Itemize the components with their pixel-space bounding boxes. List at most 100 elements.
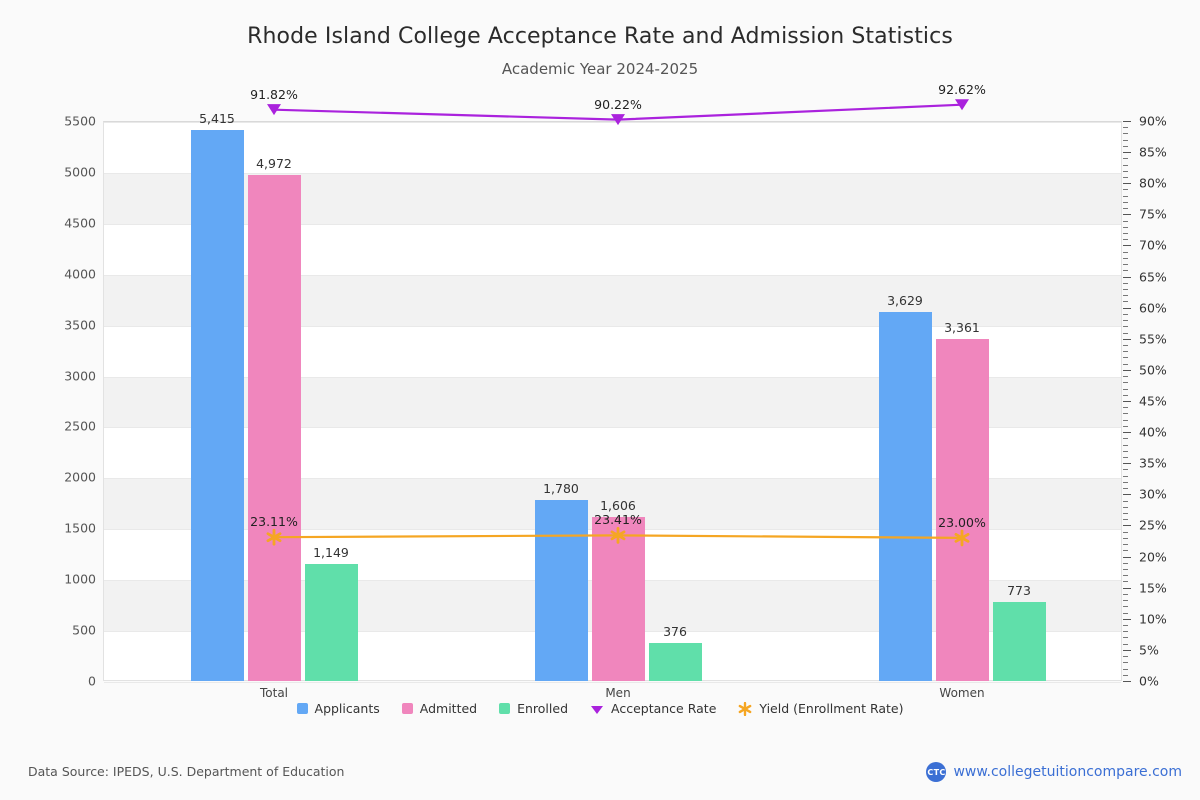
chart-subtitle: Academic Year 2024-2025 (501, 60, 699, 78)
y-axis-major-tick-mark (1123, 307, 1131, 309)
y-axis-minor-tick-mark (1123, 295, 1128, 297)
bar-admitted-men[interactable] (591, 517, 645, 681)
marker-triangle-down-icon[interactable] (267, 104, 281, 116)
y-axis-minor-tick-mark (1123, 201, 1128, 203)
y-axis-minor-tick-mark (1123, 195, 1128, 197)
y-axis-tick-left: 1000 (64, 571, 96, 587)
y-axis-minor-tick-mark (1123, 239, 1128, 241)
y-axis-major-tick-mark (1123, 401, 1131, 402)
bar-enrolled-men[interactable] (648, 642, 702, 681)
bar-value-label: 1,606 (600, 498, 636, 514)
y-axis-tick-right: 50% (1139, 362, 1167, 378)
y-axis-tick-left: 4000 (64, 266, 96, 282)
y-axis-minor-tick-mark (1123, 332, 1128, 334)
gridline (104, 223, 1121, 225)
y-axis-major-tick-mark (1123, 369, 1131, 371)
y-axis-tick-left: 2000 (64, 469, 96, 485)
bar-value-label: 5,415 (199, 110, 235, 126)
y-axis-minor-tick-mark (1123, 425, 1128, 427)
point-value-label: 91.82% (250, 86, 298, 102)
legend-triangle-down-icon (591, 705, 603, 714)
bar-enrolled-total[interactable] (304, 564, 358, 681)
y-axis-minor-tick-mark (1123, 606, 1128, 608)
data-source-note: Data Source: IPEDS, U.S. Department of E… (28, 764, 345, 779)
gridline (104, 172, 1121, 174)
y-axis-major-tick-mark (1123, 556, 1131, 558)
y-axis-minor-tick-mark (1123, 220, 1128, 222)
legend-item-label: Yield (Enrollment Rate) (759, 701, 904, 716)
gridline (104, 274, 1121, 276)
y-axis-tick-right: 20% (1139, 549, 1167, 565)
y-axis-minor-tick-mark (1123, 550, 1128, 552)
y-axis-minor-tick-mark (1123, 612, 1128, 614)
legend-item-label: Acceptance Rate (611, 701, 717, 716)
y-axis-major-tick-mark (1123, 121, 1131, 122)
point-value-label: 92.62% (938, 81, 986, 97)
y-axis-minor-tick-mark (1123, 127, 1128, 129)
gridline (104, 325, 1121, 327)
y-axis-minor-tick-mark (1123, 282, 1128, 284)
bar-value-label: 4,972 (256, 155, 292, 171)
chart-title: Rhode Island College Acceptance Rate and… (247, 24, 953, 49)
gridline (104, 682, 1121, 683)
website-link[interactable]: CTC www.collegetuitioncompare.com (926, 762, 1182, 782)
legend-item-yield-enrollment-rate-[interactable]: Yield (Enrollment Rate) (738, 701, 903, 716)
y-axis-tick-right: 0% (1139, 673, 1159, 689)
bar-applicants-total[interactable] (190, 129, 244, 681)
y-axis-minor-tick-mark (1123, 139, 1128, 141)
y-axis-minor-tick-mark (1123, 469, 1128, 471)
x-axis-category-label: Total (259, 686, 289, 700)
y-axis-minor-tick-mark (1123, 226, 1128, 228)
y-axis-tick-left: 5000 (64, 164, 96, 180)
bar-admitted-total[interactable] (247, 174, 301, 681)
y-axis-minor-tick-mark (1123, 600, 1128, 602)
y-axis-minor-tick-mark (1123, 170, 1128, 172)
y-axis-major-tick-mark (1123, 463, 1131, 465)
legend-item-applicants[interactable]: Applicants (296, 701, 380, 716)
y-axis-minor-tick-mark (1123, 407, 1128, 409)
y-axis-tick-left: 4500 (64, 215, 96, 231)
chart-legend: Applicants Admitted Enrolled Acceptance Rat… (0, 701, 1200, 716)
bar-admitted-women[interactable] (935, 338, 989, 681)
y-axis-minor-tick-mark (1123, 475, 1128, 477)
gridline (104, 478, 1121, 480)
y-axis-minor-tick-mark (1123, 544, 1128, 546)
y-axis-minor-tick-mark (1123, 450, 1128, 452)
y-axis-major-tick-mark (1123, 432, 1131, 434)
y-axis-major-tick-mark (1123, 338, 1131, 340)
y-axis-minor-tick-mark (1123, 519, 1128, 521)
y-axis-minor-tick-mark (1123, 444, 1128, 446)
y-axis-major-tick-mark (1123, 587, 1131, 589)
bar-applicants-men[interactable] (534, 499, 588, 681)
y-axis-tick-left: 2500 (64, 418, 96, 434)
y-axis-minor-tick-mark (1123, 413, 1128, 415)
y-axis-minor-tick-mark (1123, 513, 1128, 514)
y-axis-minor-tick-mark (1123, 506, 1128, 508)
legend-item-label: Admitted (419, 701, 478, 716)
y-axis-tick-right: 70% (1139, 237, 1167, 253)
y-axis-minor-tick-mark (1123, 438, 1128, 440)
y-axis-tick-right: 35% (1139, 455, 1167, 471)
marker-triangle-down-icon[interactable] (955, 99, 969, 111)
legend-item-label: Enrolled (517, 701, 568, 716)
y-axis-major-tick-mark (1123, 525, 1131, 527)
y-axis-tick-right: 10% (1139, 611, 1167, 627)
y-axis-minor-tick-mark (1123, 388, 1128, 390)
legend-item-acceptance-rate[interactable]: Acceptance Rate (590, 701, 716, 716)
legend-item-admitted[interactable]: Admitted (401, 701, 478, 716)
y-axis-minor-tick-mark (1123, 562, 1128, 564)
y-axis-minor-tick-mark (1123, 251, 1128, 253)
bar-enrolled-women[interactable] (992, 602, 1046, 681)
y-axis-major-tick-mark (1123, 494, 1131, 496)
y-axis-tick-left: 3000 (64, 368, 96, 384)
bar-value-label: 1,149 (313, 545, 349, 560)
bar-applicants-women[interactable] (878, 311, 932, 681)
bar-value-label: 1,780 (543, 480, 579, 496)
y-axis-tick-left: 1500 (64, 520, 96, 536)
y-axis-minor-tick-mark (1123, 488, 1128, 490)
y-axis-major-tick-mark (1123, 152, 1131, 154)
y-axis-minor-tick-mark (1123, 270, 1128, 272)
legend-square-icon (401, 703, 413, 714)
legend-item-enrolled[interactable]: Enrolled (499, 701, 568, 716)
y-axis-minor-tick-mark (1123, 164, 1128, 166)
